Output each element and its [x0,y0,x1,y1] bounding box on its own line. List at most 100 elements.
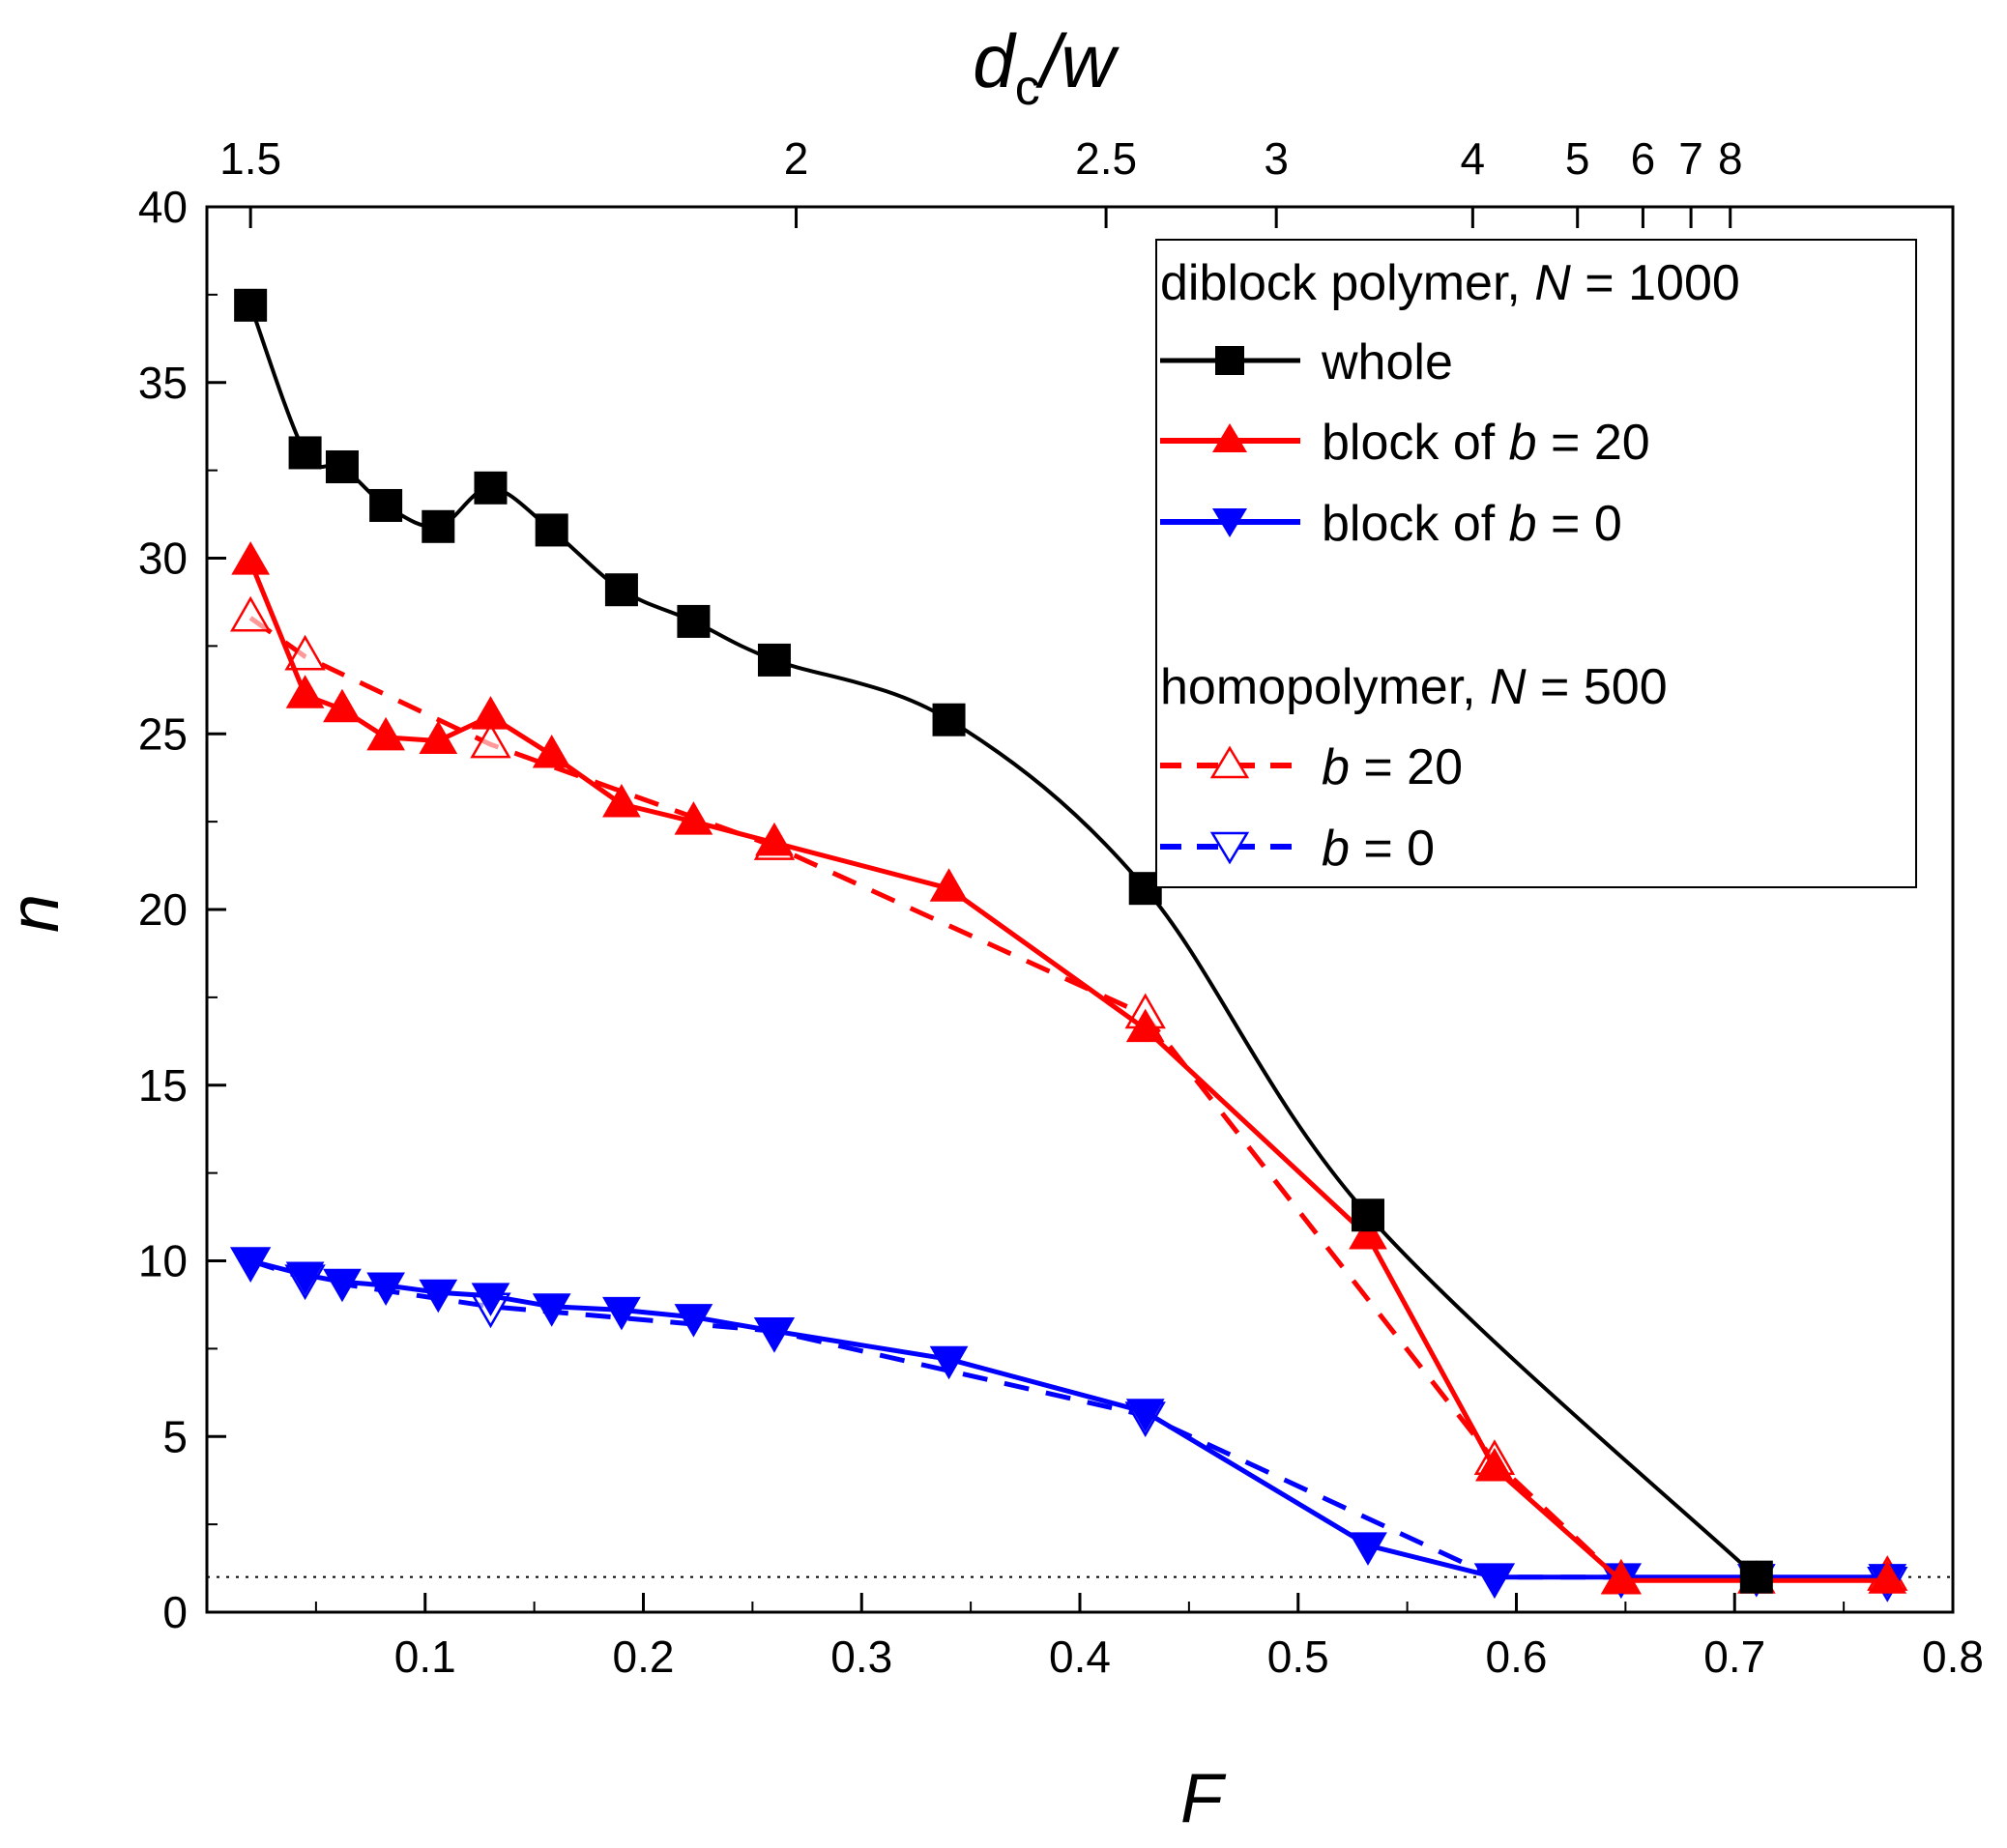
legend-label-whole: whole [1321,334,1453,390]
legend-header-diblock-suffix: = 1000 [1571,255,1740,311]
data-point-diblock-block-of-b-20-13 [1475,1447,1514,1482]
data-point-diblock-block-of-b-0-5 [471,1283,510,1316]
data-point-homopolymer-b-20-1 [284,634,326,671]
top-axis-title: dc/w [973,18,1120,116]
data-point-diblock-block-of-b-20-10 [929,868,969,902]
top-axis-title-rest: /w [1035,18,1120,103]
legend-label-block20-var: b [1509,415,1537,471]
y-tick-label-4: 20 [138,884,188,935]
x-tick-label-2: 0.3 [830,1631,892,1682]
data-point-diblock-whole-6 [535,513,568,547]
data-point-diblock-whole-8 [677,604,711,638]
series-layer [229,288,1908,1603]
data-point-diblock-block-of-b-0-10 [929,1345,969,1380]
data-point-diblock-block-of-b-0-12 [1349,1532,1387,1566]
legend-label-homo20-var: b [1322,739,1350,795]
legend-header-diblock-prefix: diblock polymer, [1160,255,1534,311]
data-point-diblock-block-of-b-20-5 [471,696,510,730]
legend-header-homopolymer: homopolymer, N = 500 [1160,659,1668,715]
legend-entry-homo0: b = 0 [1160,821,1435,877]
axes-layer: 0.1 0.2 0.3 0.4 0.5 0.6 0.7 0.80510152025303540… [138,133,1984,1682]
y-tick-label-8: 40 [138,182,188,232]
top-tick-label-2: 2.5 [1075,133,1137,184]
y-tick-label-2: 10 [138,1236,188,1286]
top-tick-label-6: 6 [1631,133,1656,184]
x-tick-label-6: 0.7 [1703,1631,1765,1682]
data-point-diblock-block-of-b-20-3 [366,716,405,751]
top-tick-label-1: 2 [784,133,809,184]
data-point-diblock-block-of-b-0-0 [231,1248,271,1282]
legend-entry-block0: block of b = 0 [1160,496,1622,552]
legend-header-homopolymer-suffix: = 500 [1527,659,1668,715]
x-tick-label-0: 0.1 [394,1631,456,1682]
legend-header-diblock: diblock polymer, N = 1000 [1160,255,1740,311]
legend-label-block20: block of b = 20 [1322,415,1650,471]
legend-box [1155,239,1917,888]
legend-label-block20-suffix: = 20 [1537,415,1650,471]
data-point-diblock-whole-0 [234,288,268,322]
legend-marker-block20 [1212,423,1247,452]
series-diblock-block-of-b-0 [231,1248,1907,1598]
x-axis-title: F [1180,1760,1227,1837]
top-tick-label-8: 8 [1718,133,1743,184]
data-point-diblock-block-of-b-20-4 [419,720,458,755]
legend-label-block0: block of b = 0 [1322,496,1622,552]
data-point-diblock-whole-13 [1739,1560,1773,1594]
legend-label-homo20-suffix: = 20 [1350,739,1463,795]
legend-marker-homo0 [1209,831,1250,865]
data-point-diblock-whole-1 [288,436,322,470]
data-point-diblock-block-of-b-20-1 [285,675,325,708]
y-tick-label-0: 0 [162,1587,188,1637]
data-point-diblock-whole-10 [932,703,966,736]
data-point-diblock-block-of-b-20-7 [602,783,641,818]
data-point-homopolymer-b-20-0 [229,595,272,632]
legend-label-homo0: b = 0 [1322,821,1435,877]
top-tick-label-4: 4 [1461,133,1486,184]
legend-label-homo0-suffix: = 0 [1350,821,1435,877]
legend-header-diblock-var: N [1534,255,1571,311]
data-point-diblock-block-of-b-20-8 [674,801,713,835]
data-point-diblock-block-of-b-0-3 [366,1272,405,1306]
x-tick-label-5: 0.6 [1486,1631,1548,1682]
legend-header-homopolymer-prefix: homopolymer, [1160,659,1490,715]
legend-marker-block0 [1212,508,1247,537]
legend-entry-block20: block of b = 20 [1160,415,1650,471]
data-point-diblock-block-of-b-0-6 [532,1293,571,1327]
data-point-diblock-whole-3 [369,488,403,522]
x-tick-label-1: 0.2 [613,1631,675,1682]
data-point-diblock-block-of-b-0-11 [1125,1399,1165,1432]
legend-label-block0-var: b [1509,496,1537,552]
data-point-diblock-block-of-b-0-13 [1475,1564,1514,1598]
legend-label-homo0-var: b [1322,821,1350,877]
data-point-diblock-block-of-b-20-9 [755,822,794,856]
data-point-diblock-block-of-b-0-4 [419,1279,458,1314]
legend: diblock polymer, N = 1000 whole block of… [1155,239,1917,888]
series-line-homopolymer-b-20 [248,616,1888,1583]
legend-header-homopolymer-var: N [1490,659,1527,715]
top-tick-label-3: 3 [1264,133,1289,184]
data-point-diblock-block-of-b-0-7 [602,1296,641,1331]
data-point-diblock-block-of-b-20-2 [323,688,362,723]
x-tick-label-4: 0.5 [1267,1631,1329,1682]
top-axis-title-main: d [973,18,1017,103]
data-point-diblock-block-of-b-20-14 [1601,1560,1641,1594]
legend-label-block20-prefix: block of [1322,415,1509,471]
y-tick-label-1: 5 [162,1411,188,1461]
data-point-diblock-whole-7 [604,573,638,607]
top-tick-label-7: 7 [1678,133,1703,184]
y-tick-label-5: 25 [138,708,188,759]
data-point-diblock-block-of-b-20-11 [1125,1008,1165,1043]
top-tick-label-0: 1.5 [219,133,281,184]
y-tick-label-3: 15 [138,1060,188,1111]
data-point-diblock-whole-9 [757,643,791,677]
legend-label-block0-prefix: block of [1322,496,1509,552]
data-point-diblock-whole-2 [325,449,359,483]
y-axis-title: n [0,894,73,933]
data-point-diblock-block-of-b-20-16 [1868,1560,1907,1594]
data-point-diblock-block-of-b-0-8 [674,1304,713,1338]
data-point-diblock-block-of-b-0-2 [323,1268,362,1303]
data-point-diblock-block-of-b-20-0 [231,541,271,575]
data-point-diblock-block-of-b-0-1 [285,1261,325,1296]
y-tick-label-7: 35 [138,358,188,408]
